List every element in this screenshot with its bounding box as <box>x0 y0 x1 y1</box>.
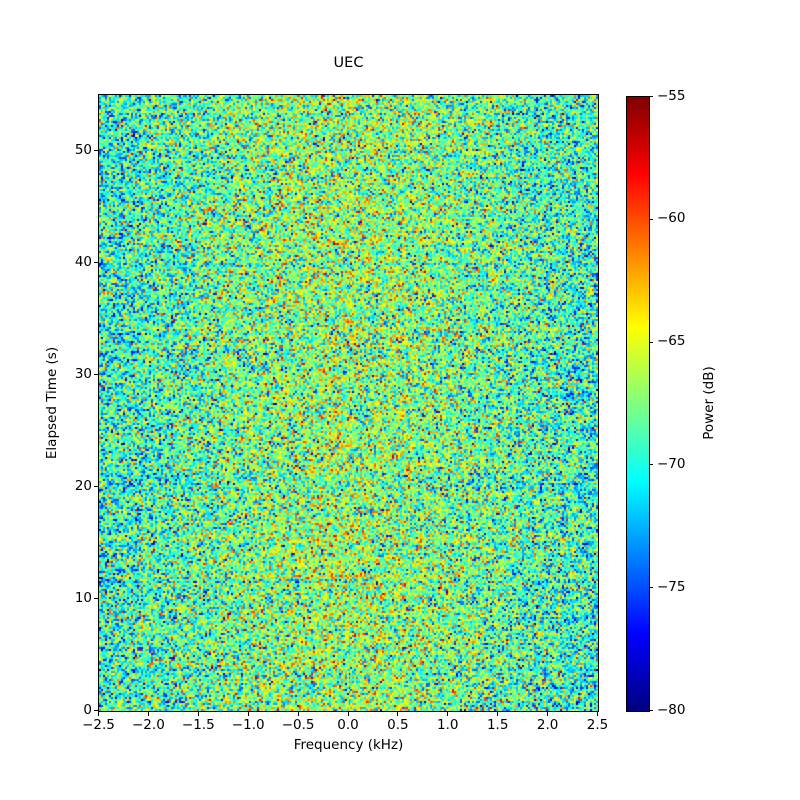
spectrogram-canvas <box>99 95 598 711</box>
colorbar-tick-label: −80 <box>657 701 686 718</box>
colorbar-label: Power (dB) <box>701 366 717 440</box>
y-axis-tick <box>94 374 98 375</box>
x-axis-tick-label: 1.0 <box>437 717 459 733</box>
x-axis-tick <box>347 712 349 716</box>
x-axis-tick <box>497 712 499 716</box>
colorbar-tick-label: −75 <box>657 578 686 595</box>
colorbar-tick <box>649 464 653 466</box>
y-axis-label: Elapsed Time (s) <box>44 346 60 460</box>
y-axis-tick <box>94 598 98 599</box>
x-axis-tick-label: 0.5 <box>387 717 409 733</box>
y-axis-tick <box>94 710 98 711</box>
colorbar-tick <box>649 341 653 343</box>
y-axis-tick <box>94 486 98 487</box>
colorbar-tick <box>649 710 653 711</box>
x-axis-tick-label: −2.5 <box>82 717 115 733</box>
y-axis-tick-label: 30 <box>74 365 92 382</box>
x-axis-tick <box>547 712 549 716</box>
plot-area <box>98 94 599 712</box>
x-axis-tick <box>247 712 249 716</box>
y-axis-tick-label: 40 <box>74 253 92 270</box>
x-axis-tick <box>397 712 399 716</box>
chart-title: UEC <box>333 55 364 71</box>
x-axis-tick <box>197 712 199 716</box>
x-axis-tick <box>98 712 99 716</box>
colorbar-tick-label: −70 <box>657 455 686 472</box>
colorbar-tick <box>649 587 653 589</box>
x-axis-label: Frequency (kHz) <box>293 737 404 753</box>
x-axis-tick-label: −2.0 <box>132 717 165 733</box>
colorbar-tick <box>649 96 653 97</box>
colorbar-tick-label: −55 <box>657 87 686 104</box>
y-axis-tick <box>94 262 98 263</box>
colorbar <box>626 96 650 712</box>
x-axis-tick-label: 2.5 <box>586 717 609 733</box>
y-axis-tick-label: 50 <box>74 141 92 158</box>
x-axis-tick <box>297 712 299 716</box>
x-axis-tick-label: 1.5 <box>486 717 509 733</box>
x-axis-tick <box>147 712 149 716</box>
x-axis-tick <box>447 712 449 716</box>
x-axis-tick-label: 2.0 <box>536 717 559 733</box>
y-axis-tick-label: 0 <box>83 701 92 718</box>
y-axis-tick-label: 10 <box>74 589 92 606</box>
colorbar-tick <box>649 218 653 220</box>
colorbar-tick-label: −65 <box>657 333 686 350</box>
x-axis-tick-label: −1.5 <box>181 717 215 733</box>
x-axis-tick-label: 0.0 <box>337 717 359 733</box>
x-axis-tick <box>597 712 598 716</box>
x-axis-tick-label: −1.0 <box>231 717 265 733</box>
y-axis-tick <box>94 150 98 151</box>
y-axis-tick-label: 20 <box>74 477 92 494</box>
colorbar-tick-label: −60 <box>657 210 686 227</box>
x-axis-tick-label: −0.5 <box>281 717 315 733</box>
